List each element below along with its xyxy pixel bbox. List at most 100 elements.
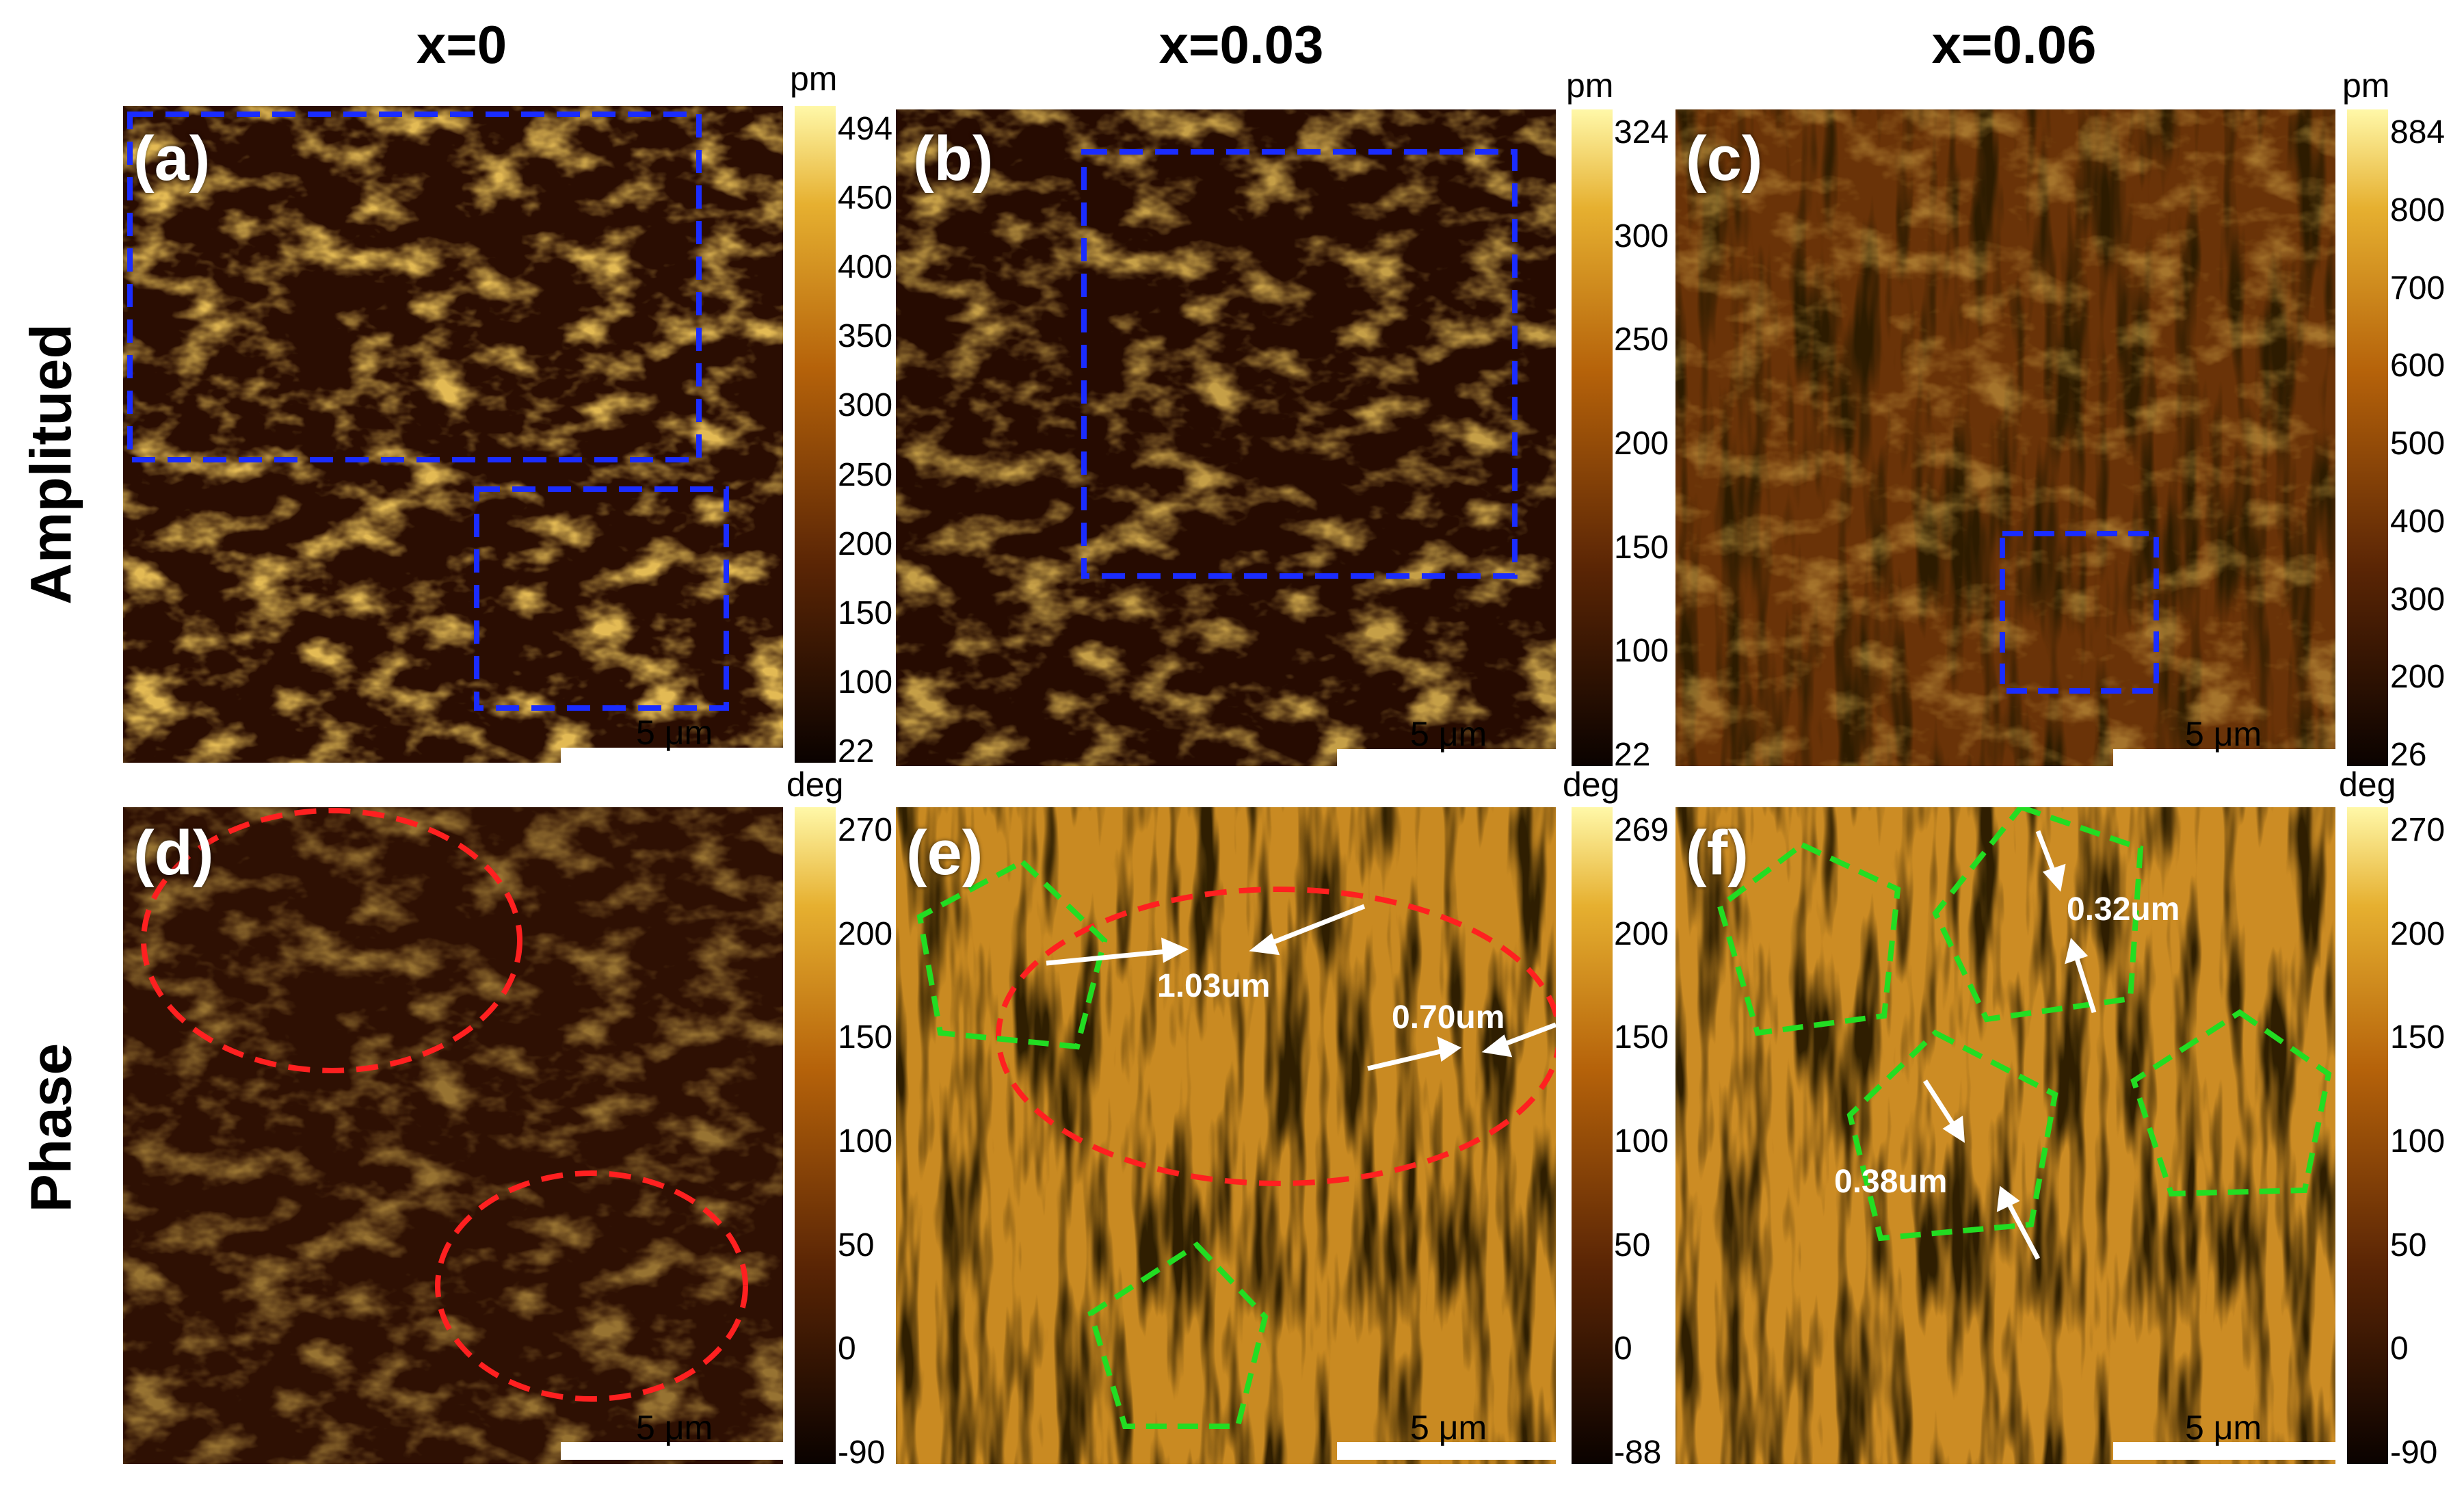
blue-dashed-box — [2000, 531, 2159, 694]
colorbar-unit: deg — [786, 765, 844, 804]
colorbar-a — [795, 106, 836, 763]
red-dashed-ellipse — [435, 1170, 748, 1402]
panel-label-c: (c) — [1686, 124, 1763, 194]
colorbar-unit: pm — [1566, 66, 1614, 105]
scale-bar-label: 5 μm — [636, 713, 713, 752]
colorbar-unit: pm — [2342, 66, 2390, 105]
scale-bar-label: 5 μm — [1410, 1408, 1487, 1447]
green-dashed-pentagon — [916, 859, 1108, 1050]
colorbar-tick-label: 200 — [2390, 915, 2446, 952]
colorbar-tick-label: 700 — [2390, 270, 2446, 306]
colorbar-tick-label: 100 — [2390, 1123, 2446, 1159]
colorbar-tick-label: 400 — [838, 249, 893, 286]
measurement-label: 0.70um — [1392, 999, 1505, 1036]
panel-f-phase-image — [1675, 807, 2335, 1464]
measurement-label: 0.38um — [1834, 1164, 1948, 1200]
colorbar-tick-label: -90 — [2390, 1434, 2438, 1471]
colorbar-unit: pm — [790, 60, 838, 98]
colorbar-tick-label: 50 — [838, 1227, 875, 1263]
colorbar-tick-label: 150 — [2390, 1019, 2446, 1056]
colorbar-tick-label: 269 — [1614, 812, 1669, 848]
colorbar-tick-label: 22 — [838, 733, 875, 770]
scale-bar — [1337, 749, 1563, 767]
colorbar-e — [1572, 807, 1613, 1464]
colorbar-ticks: 494 450 400 350 300 250 200 150 100 22 — [838, 106, 913, 768]
colorbar-tick-label: 22 — [1614, 737, 1651, 773]
colorbar-tick-label: 50 — [2390, 1227, 2427, 1263]
colorbar-tick-label: 270 — [838, 812, 893, 848]
colorbar-ticks: 270 200 150 100 50 0 -90 — [838, 807, 913, 1469]
panel-label-f: (f) — [1686, 818, 1749, 888]
green-dashed-pentagon — [1087, 1241, 1269, 1429]
panel-label-e: (e) — [906, 818, 983, 888]
colorbar-tick-label: 884 — [2390, 114, 2446, 150]
scale-bar — [561, 748, 786, 765]
green-dashed-pentagon — [1717, 841, 1901, 1036]
colorbar-tick-label: -90 — [838, 1434, 886, 1471]
colorbar-tick-label: 50 — [1614, 1227, 1651, 1263]
colorbar-b — [1572, 109, 1613, 766]
scale-bar-label: 5 μm — [636, 1408, 713, 1447]
scale-bar — [2113, 1442, 2339, 1460]
colorbar-tick-label: 100 — [1614, 1123, 1669, 1159]
panel-label-b: (b) — [913, 124, 994, 194]
panel-c-amplitude-image — [1675, 109, 2335, 766]
colorbar-tick-label: 450 — [838, 180, 893, 217]
colorbar-ticks: 884 800 700 600 500 400 300 200 26 — [2390, 109, 2462, 772]
panel-b-amplitude-image — [896, 109, 1556, 766]
scale-bar — [2113, 749, 2339, 767]
measurement-label: 0.32um — [2067, 891, 2180, 928]
colorbar-tick-label: 600 — [2390, 348, 2446, 384]
scale-bar-label: 5 μm — [2185, 715, 2262, 753]
panel-a-amplitude-image — [123, 106, 783, 763]
colorbar-tick-label: 300 — [1614, 218, 1669, 254]
colorbar-ticks: 269 200 150 100 50 0 -88 — [1614, 807, 1689, 1469]
blue-dashed-box — [474, 486, 729, 711]
colorbar-tick-label: 250 — [1614, 322, 1669, 358]
scale-bar — [561, 1442, 786, 1460]
green-dashed-pentagon — [1932, 807, 2144, 1023]
colorbar-tick-label: 0 — [1614, 1331, 1632, 1367]
green-dashed-pentagon — [1846, 1030, 2058, 1242]
colorbar-tick-label: 300 — [2390, 581, 2446, 618]
colorbar-tick-label: 200 — [1614, 425, 1669, 462]
panel-e-phase-image — [896, 807, 1556, 1464]
colorbar-ticks: 270 200 150 100 50 0 -90 — [2390, 807, 2462, 1469]
colorbar-tick-label: 494 — [838, 111, 893, 147]
colorbar-tick-label: 200 — [838, 915, 893, 952]
panel-label-d: (d) — [133, 818, 214, 888]
colorbar-unit: deg — [1563, 765, 1620, 804]
colorbar-tick-label: 150 — [838, 1019, 893, 1056]
colorbar-tick-label: 26 — [2390, 737, 2427, 773]
colorbar-d — [795, 807, 836, 1464]
colorbar-tick-label: 500 — [2390, 425, 2446, 462]
colorbar-tick-label: 100 — [1614, 633, 1669, 670]
row-title-amplitude: Amplitued — [18, 324, 83, 605]
scale-bar-label: 5 μm — [1410, 715, 1487, 753]
colorbar-unit: deg — [2339, 765, 2396, 804]
colorbar-tick-label: -88 — [1614, 1434, 1662, 1471]
colorbar-tick-label: 800 — [2390, 192, 2446, 228]
colorbar-f — [2347, 807, 2388, 1464]
scale-bar-label: 5 μm — [2185, 1408, 2262, 1447]
colorbar-tick-label: 100 — [838, 664, 893, 700]
colorbar-tick-label: 100 — [838, 1123, 893, 1159]
colorbar-tick-label: 270 — [2390, 812, 2446, 848]
panel-d-phase-image — [123, 807, 783, 1464]
colorbar-tick-label: 200 — [2390, 659, 2446, 696]
colorbar-tick-label: 150 — [1614, 1019, 1669, 1056]
colorbar-tick-label: 150 — [1614, 529, 1669, 566]
colorbar-tick-label: 300 — [838, 387, 893, 424]
colorbar-tick-label: 350 — [838, 318, 893, 355]
blue-dashed-box — [1081, 149, 1518, 579]
scale-bar — [1337, 1442, 1563, 1460]
row-title-phase: Phase — [18, 1043, 83, 1213]
colorbar-tick-label: 400 — [2390, 503, 2446, 540]
measurement-label: 1.03um — [1157, 968, 1271, 1004]
colorbar-tick-label: 200 — [1614, 915, 1669, 952]
blue-dashed-box — [127, 112, 702, 462]
column-title-x0: x=0 — [416, 14, 507, 75]
green-dashed-pentagon — [2130, 1009, 2332, 1197]
colorbar-tick-label: 150 — [838, 594, 893, 631]
colorbar-ticks: 324 300 250 200 150 100 22 — [1614, 109, 1689, 772]
